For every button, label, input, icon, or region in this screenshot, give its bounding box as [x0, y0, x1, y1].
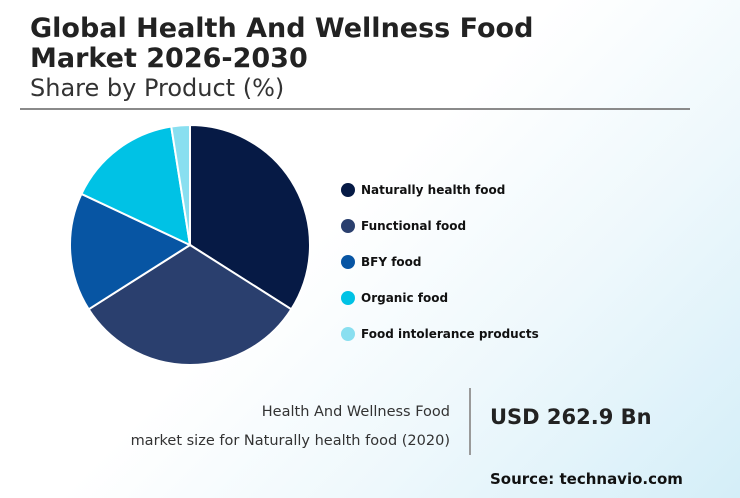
chart-subtitle: Share by Product (%) [30, 74, 285, 102]
title-line-1: Global Health And Wellness Food [30, 13, 534, 44]
chart-legend: Naturally health food Functional food BFY … [341, 172, 539, 352]
legend-swatch-icon [341, 327, 355, 341]
pie-slice-organic-food [80, 125, 192, 247]
chart-title: Global Health And Wellness Food Market 2… [30, 14, 533, 74]
legend-swatch-icon [341, 219, 355, 233]
source-credit: Source: technavio.com [490, 470, 683, 488]
market-label-line-2: market size for Naturally health food (2… [130, 433, 450, 449]
legend-item: Naturally health food [341, 172, 539, 208]
title-divider [20, 108, 690, 110]
title-line-2: Market 2026-2030 [30, 43, 308, 74]
market-size-label: Health And Wellness Food market size for… [30, 398, 450, 456]
legend-label: Naturally health food [361, 183, 506, 197]
legend-item: Functional food [341, 208, 539, 244]
legend-item: BFY food [341, 244, 539, 280]
footer-divider [469, 388, 471, 455]
legend-label: Food intolerance products [361, 327, 539, 341]
pie-chart [69, 123, 311, 366]
market-label-line-1: Health And Wellness Food [261, 404, 450, 420]
pie-slice-bfy-food [69, 192, 193, 311]
legend-swatch-icon [341, 183, 355, 197]
legend-label: BFY food [361, 255, 422, 269]
legend-swatch-icon [341, 255, 355, 269]
legend-label: Functional food [361, 219, 467, 233]
pie-slice-functional-food [87, 243, 293, 366]
legend-label: Organic food [361, 291, 449, 305]
legend-item: Food intolerance products [341, 316, 539, 352]
legend-item: Organic food [341, 280, 539, 316]
pie-slice-food-intolerance-products [170, 123, 191, 246]
market-size-value: USD 262.9 Bn [490, 405, 652, 429]
legend-swatch-icon [341, 291, 355, 305]
